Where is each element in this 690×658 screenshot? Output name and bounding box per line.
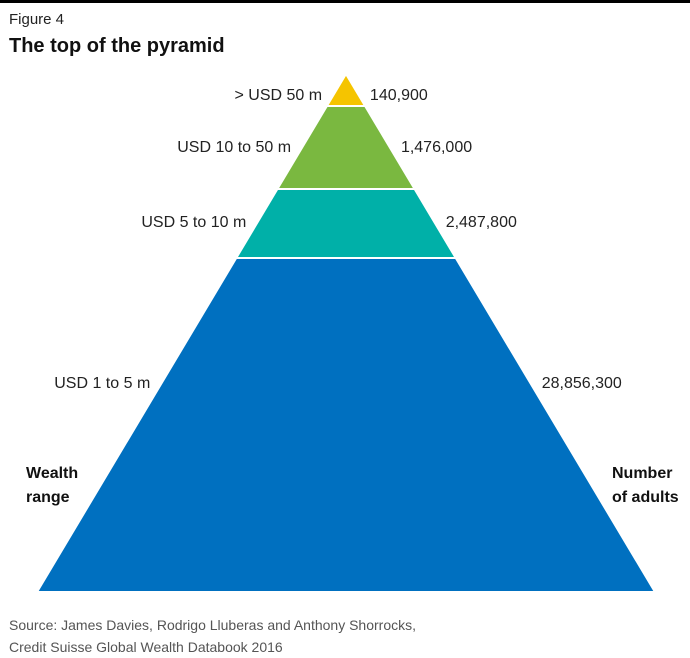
adults-label-usd-5-to-10-m: 2,487,800 <box>446 214 517 231</box>
source-note: Source: James Davies, Rodrigo Lluberas a… <box>9 614 416 658</box>
adults-label-usd-1-to-5-m: 28,856,300 <box>542 375 622 392</box>
number-of-adults-title: Number of adults <box>612 462 679 510</box>
chart-title: The top of the pyramid <box>9 35 225 57</box>
wealth-range-title: Wealth range <box>26 462 78 510</box>
wealth-range-line-2: range <box>26 489 70 506</box>
adults-label-usd-10-to-50-m: 1,476,000 <box>401 139 472 156</box>
top-rule <box>0 0 690 3</box>
range-label-usd-50-m: > USD 50 m <box>234 87 322 104</box>
tier-usd-50-m <box>325 72 367 107</box>
number-of-adults-line-1: Number <box>612 465 673 482</box>
source-line-1: Source: James Davies, Rodrigo Lluberas a… <box>9 617 416 633</box>
tier-usd-1-to-5-m <box>35 257 657 593</box>
range-label-usd-5-to-10-m: USD 5 to 10 m <box>141 214 246 231</box>
tier-usd-10-to-50-m <box>275 105 417 190</box>
tier-usd-5-to-10-m <box>234 188 458 259</box>
adults-label-usd-50-m: 140,900 <box>370 87 428 104</box>
source-line-2: Credit Suisse Global Wealth Databook 201… <box>9 639 283 655</box>
wealth-range-line-1: Wealth <box>26 465 79 482</box>
number-of-adults-line-2: of adults <box>612 489 679 506</box>
figure-label: Figure 4 <box>9 11 65 28</box>
range-label-usd-1-to-5-m: USD 1 to 5 m <box>54 375 150 392</box>
range-label-usd-10-to-50-m: USD 10 to 50 m <box>177 139 291 156</box>
